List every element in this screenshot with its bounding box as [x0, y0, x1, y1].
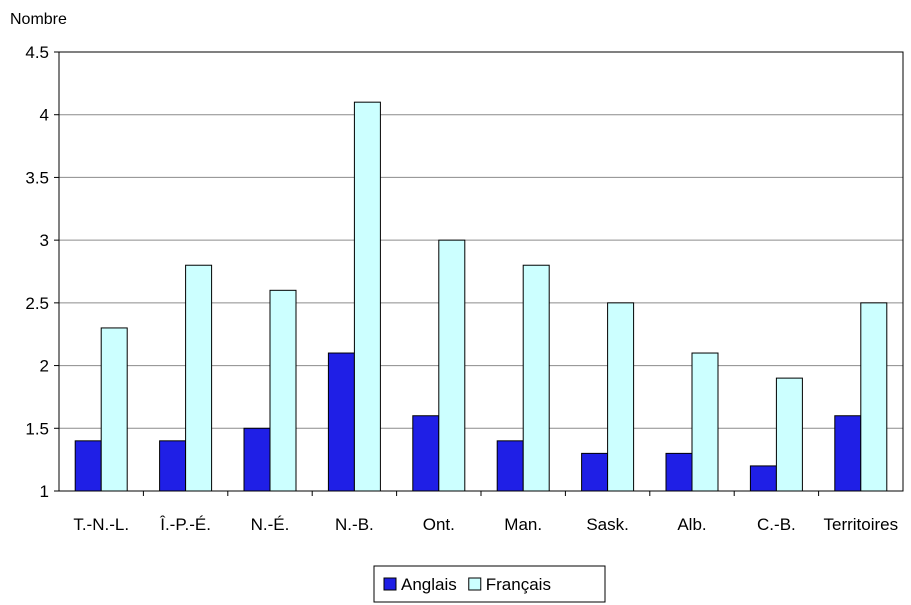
x-tick-label-1: Î.-P.-É.	[159, 515, 211, 534]
x-tick-label-4: Ont.	[423, 515, 455, 534]
bar-français-8	[775, 377, 803, 492]
x-tick-label-6: Sask.	[586, 515, 629, 534]
y-tick-label-0: 1	[40, 482, 49, 501]
y-tick-label-7: 4.5	[25, 43, 49, 62]
gridlines	[54, 51, 903, 496]
y-tick-labels: 1 1.5 2 2.5 3 3.5 4 4.5	[25, 43, 49, 501]
bar-anglais-9	[834, 415, 862, 492]
bar-français-5	[522, 264, 550, 492]
bar-anglais-6	[581, 452, 609, 492]
bar-anglais-3	[327, 352, 355, 492]
bar-anglais-7	[665, 452, 693, 492]
bar-français-9	[860, 302, 888, 492]
x-tick-label-0: T.-N.-L.	[73, 515, 129, 534]
x-tick-label-5: Man.	[504, 515, 542, 534]
bar-français-6	[607, 302, 635, 492]
y-tick-label-5: 3.5	[25, 168, 49, 187]
legend-label-0: Anglais	[401, 575, 457, 594]
bar-français-1	[185, 264, 213, 492]
x-tick-labels: T.-N.-L. Î.-P.-É. N.-É. N.-B. Ont. Man. Sask. A…	[73, 515, 898, 534]
y-axis-title: Nombre	[10, 11, 67, 28]
legend: Anglais Français	[373, 565, 606, 603]
y-tick-label-2: 2	[40, 357, 49, 376]
bar-français-0	[100, 327, 128, 492]
bar-anglais-4	[412, 415, 440, 492]
legend-swatch-0	[383, 577, 397, 591]
y-tick-label-6: 4	[40, 106, 49, 125]
x-tick-label-9: Territoires	[823, 515, 898, 534]
bar-anglais-1	[159, 440, 187, 492]
axes	[58, 51, 904, 492]
legend-box	[373, 565, 606, 603]
legend-label-1: Français	[486, 575, 551, 594]
x-tick-label-7: Alb.	[677, 515, 706, 534]
bar-anglais-8	[749, 465, 777, 492]
bar-français-7	[691, 352, 719, 492]
y-tick-label-3: 2.5	[25, 294, 49, 313]
y-tick-label-1: 1.5	[25, 419, 49, 438]
x-tick-label-2: N.-É.	[251, 515, 290, 534]
bars	[74, 101, 888, 492]
bar-français-3	[353, 101, 381, 492]
x-tick-label-8: C.-B.	[757, 515, 796, 534]
bar-anglais-2	[243, 427, 271, 492]
bar-français-4	[438, 239, 466, 492]
plot-frame	[58, 51, 904, 492]
legend-swatch-1	[468, 577, 482, 591]
x-tick-label-3: N.-B.	[335, 515, 374, 534]
y-tick-label-4: 3	[40, 231, 49, 250]
bar-français-2	[269, 289, 297, 492]
bar-anglais-0	[74, 440, 102, 492]
bar-anglais-5	[496, 440, 524, 492]
